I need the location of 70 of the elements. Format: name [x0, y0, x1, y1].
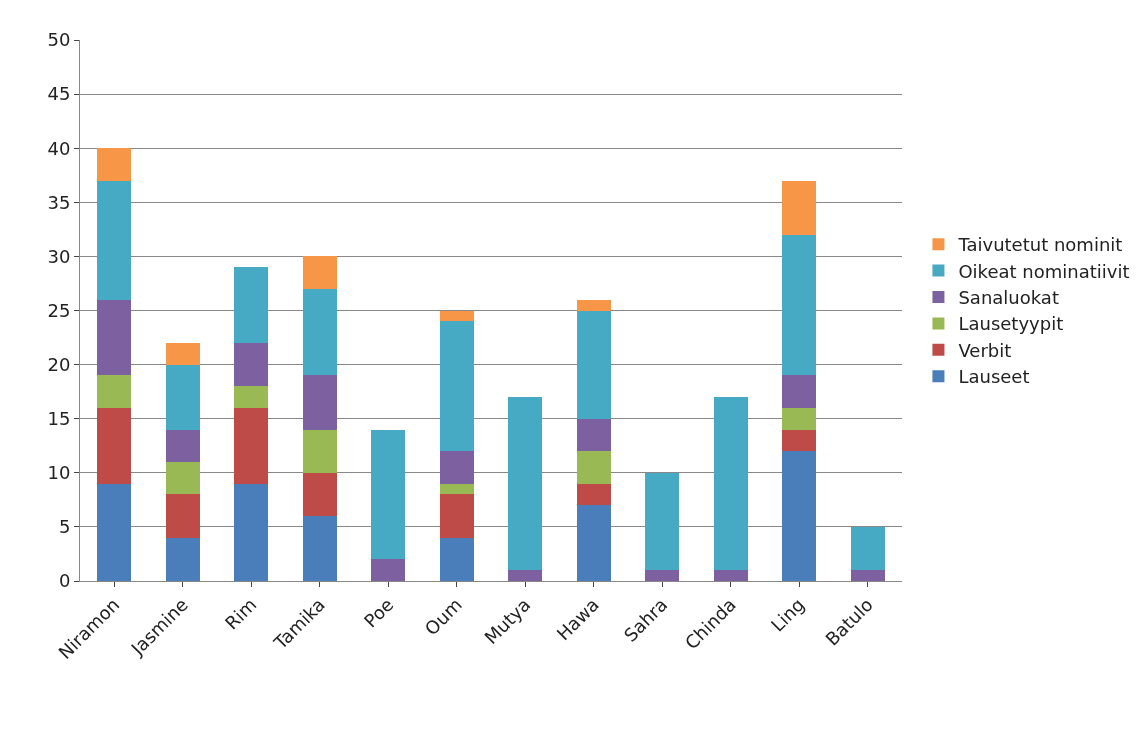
bar	[576, 418, 611, 452]
bar	[302, 375, 337, 430]
y-tick-label: 40	[47, 137, 71, 159]
bar	[782, 407, 817, 430]
bar	[302, 256, 337, 289]
y-tick-label: 30	[47, 245, 71, 267]
bar	[850, 526, 885, 571]
y-tick-label: 25	[47, 299, 71, 321]
bar	[576, 483, 611, 506]
legend-label: Lausetyypit	[958, 313, 1064, 335]
bar	[508, 397, 543, 571]
bar	[576, 310, 611, 419]
legend-label: Taivutetut nominit	[957, 234, 1123, 256]
legend-label: Lauseet	[958, 366, 1030, 388]
bar	[439, 483, 474, 495]
bar	[576, 451, 611, 484]
y-tick-label: 45	[47, 83, 71, 105]
bar	[645, 472, 680, 571]
bar	[576, 299, 611, 311]
bar	[302, 429, 337, 473]
bar	[165, 537, 200, 581]
bar	[645, 570, 680, 581]
bar	[97, 148, 132, 181]
bar	[234, 483, 269, 581]
bar	[302, 472, 337, 517]
bar	[97, 299, 132, 376]
bar	[782, 451, 817, 581]
legend-label: Sanaluokat	[958, 287, 1059, 309]
bar	[782, 429, 817, 452]
bar	[234, 342, 269, 387]
y-tick-label: 15	[47, 408, 71, 429]
bar	[234, 407, 269, 484]
y-tick-label: 35	[47, 191, 71, 213]
y-tick-label: 50	[47, 29, 71, 51]
legend-label: Oikeat nominatiivit	[958, 260, 1130, 282]
x-tick-label: Poe	[359, 593, 398, 632]
bar	[97, 180, 132, 300]
bar	[302, 516, 337, 581]
bar	[782, 375, 817, 408]
bar	[576, 505, 611, 581]
bar	[439, 451, 474, 484]
bar	[439, 494, 474, 538]
bar	[850, 570, 885, 581]
legend-label: Verbit	[958, 339, 1012, 361]
bar	[165, 364, 200, 430]
bar	[782, 180, 817, 235]
bar	[439, 321, 474, 452]
bar	[97, 375, 132, 408]
bar	[165, 494, 200, 538]
y-tick-label: 10	[47, 462, 71, 484]
y-tick-label: 20	[47, 353, 71, 375]
bar	[713, 570, 748, 581]
bar	[302, 288, 337, 376]
bar	[234, 386, 269, 408]
bar	[782, 234, 817, 376]
bar	[234, 267, 269, 343]
bar	[97, 407, 132, 484]
bar	[165, 461, 200, 495]
bar	[371, 559, 406, 581]
bar	[165, 429, 200, 462]
bar	[713, 397, 748, 571]
y-tick-label: 0	[58, 570, 71, 592]
y-tick-label: 5	[58, 516, 71, 538]
x-tick-label: Rim	[220, 593, 261, 634]
bar	[371, 429, 406, 560]
bar	[508, 570, 543, 581]
bar	[439, 310, 474, 322]
bar	[97, 483, 132, 581]
bar	[165, 342, 200, 365]
bar	[439, 537, 474, 581]
